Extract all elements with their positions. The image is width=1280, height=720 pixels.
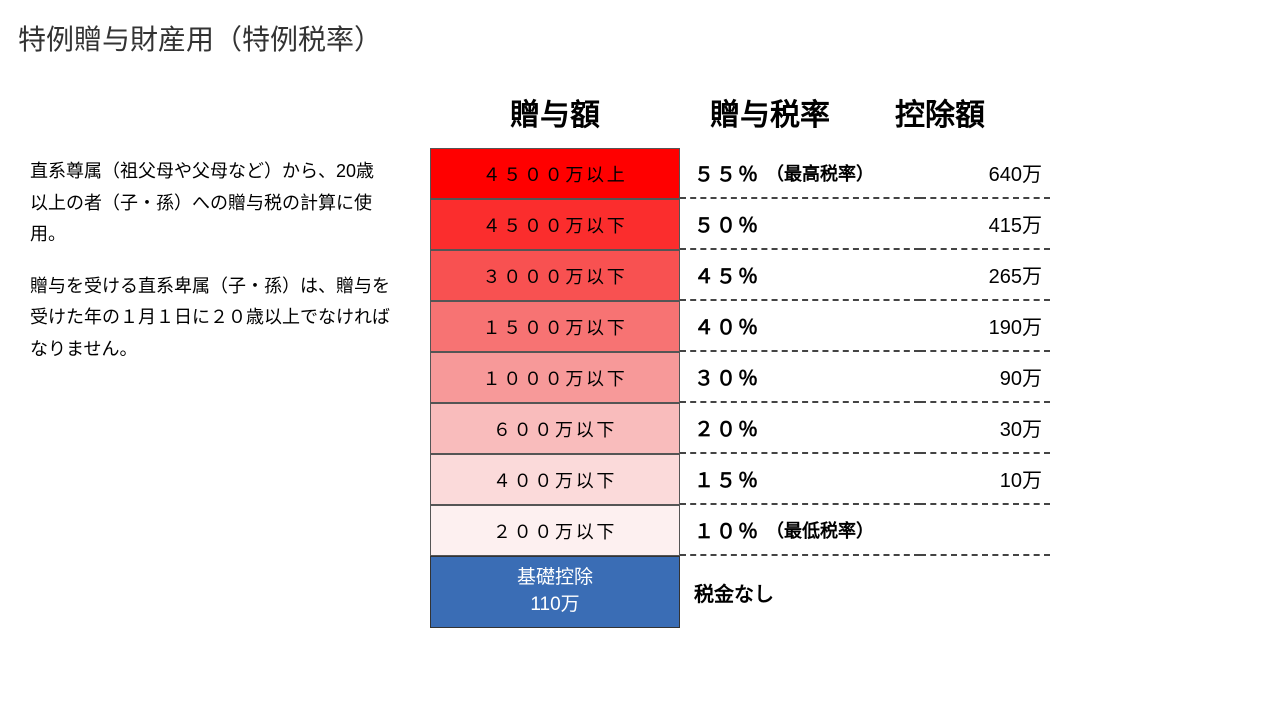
bracket-row: １５００万以下４０％190万 bbox=[430, 301, 1050, 352]
bracket-amount: ４５００万以上 bbox=[430, 148, 680, 199]
bracket-rate: ４０％ bbox=[680, 301, 920, 352]
bracket-deduction: 265万 bbox=[920, 250, 1050, 301]
bracket-amount: ２００万以下 bbox=[430, 505, 680, 556]
bracket-rate: ５０％ bbox=[680, 199, 920, 250]
bracket-amount: ４５００万以下 bbox=[430, 199, 680, 250]
bracket-deduction: 10万 bbox=[920, 454, 1050, 505]
base-deduction-row: 基礎控除110万税金なし bbox=[430, 556, 1050, 628]
bracket-amount: ３０００万以下 bbox=[430, 250, 680, 301]
bracket-rate: ２０％ bbox=[680, 403, 920, 454]
header-rate: 贈与税率 bbox=[680, 90, 860, 134]
bracket-row: ３０００万以下４５％265万 bbox=[430, 250, 1050, 301]
base-deduction-rate: 税金なし bbox=[680, 578, 920, 607]
bracket-rate: １５％ bbox=[680, 454, 920, 505]
bracket-row: ４００万以下１５％10万 bbox=[430, 454, 1050, 505]
desc-para-2: 贈与を受ける直系卑属（子・孫）は、贈与を受けた年の１月１日に２０歳以上でなければ… bbox=[30, 271, 390, 366]
bracket-amount: １０００万以下 bbox=[430, 352, 680, 403]
column-headers: 贈与額 贈与税率 控除額 bbox=[430, 90, 1020, 134]
bracket-row: ２００万以下１０％（最低税率） bbox=[430, 505, 1050, 556]
base-deduction-cell: 基礎控除110万 bbox=[430, 556, 680, 628]
bracket-deduction: 90万 bbox=[920, 352, 1050, 403]
bracket-deduction: 640万 bbox=[920, 148, 1050, 199]
bracket-row: ４５００万以下５０％415万 bbox=[430, 199, 1050, 250]
bracket-rate: １０％（最低税率） bbox=[680, 505, 920, 556]
bracket-deduction: 415万 bbox=[920, 199, 1050, 250]
bracket-row: ４５００万以上５５％（最高税率）640万 bbox=[430, 148, 1050, 199]
tax-bracket-chart: ４５００万以上５５％（最高税率）640万４５００万以下５０％415万３０００万以… bbox=[430, 148, 1050, 628]
bracket-row: １０００万以下３０％90万 bbox=[430, 352, 1050, 403]
header-deduction: 控除額 bbox=[860, 90, 1020, 134]
bracket-rate: ３０％ bbox=[680, 352, 920, 403]
bracket-deduction: 30万 bbox=[920, 403, 1050, 454]
bracket-amount: ４００万以下 bbox=[430, 454, 680, 505]
bracket-rate: ４５％ bbox=[680, 250, 920, 301]
bracket-rate: ５５％（最高税率） bbox=[680, 148, 920, 199]
bracket-deduction: 190万 bbox=[920, 301, 1050, 352]
rate-note: （最低税率） bbox=[766, 517, 874, 543]
base-deduction-amount: 110万 bbox=[530, 592, 579, 619]
bracket-row: ６００万以下２０％30万 bbox=[430, 403, 1050, 454]
bracket-amount: ６００万以下 bbox=[430, 403, 680, 454]
header-amount: 贈与額 bbox=[430, 90, 680, 134]
rate-note: （最高税率） bbox=[766, 160, 874, 186]
page-title: 特例贈与財産用（特例税率） bbox=[18, 18, 382, 58]
bracket-deduction bbox=[920, 505, 1050, 556]
base-deduction-label: 基礎控除 bbox=[517, 565, 593, 592]
description-block: 直系尊属（祖父母や父母など）から、20歳以上の者（子・孫）への贈与税の計算に使用… bbox=[30, 156, 390, 385]
desc-para-1: 直系尊属（祖父母や父母など）から、20歳以上の者（子・孫）への贈与税の計算に使用… bbox=[30, 156, 390, 251]
bracket-amount: １５００万以下 bbox=[430, 301, 680, 352]
